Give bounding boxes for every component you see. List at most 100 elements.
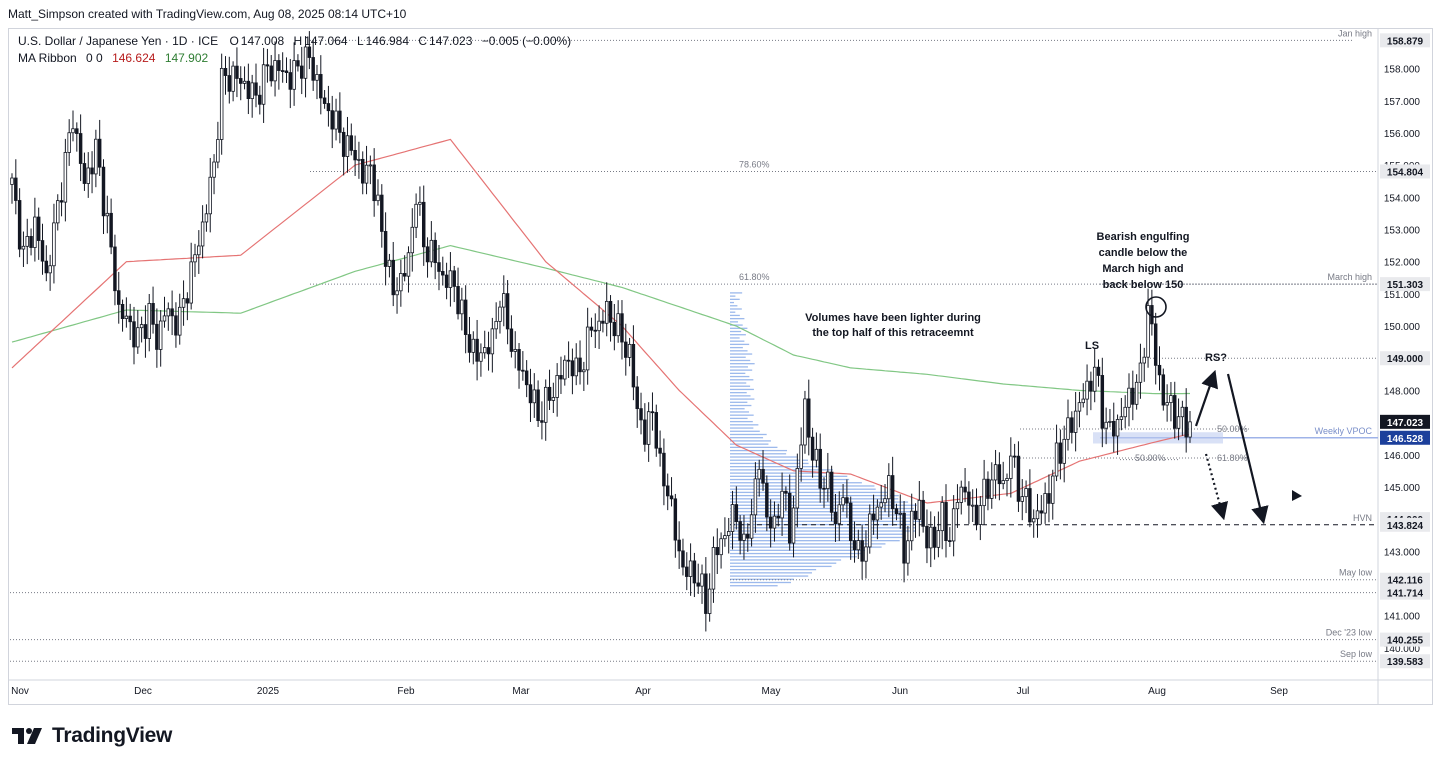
candle-body: [1089, 380, 1093, 392]
candle: [833, 494, 838, 542]
candle: [871, 494, 876, 535]
candle-body: [56, 200, 60, 224]
volume-profile-bar: [730, 511, 921, 513]
volume-profile-bar: [730, 527, 916, 529]
candle-body: [780, 490, 784, 519]
price-badge: 146.528: [1380, 430, 1430, 445]
candle-body: [879, 502, 883, 508]
candle-body: [871, 513, 876, 521]
candle-body: [1009, 455, 1013, 479]
candle-body: [1153, 323, 1158, 366]
candle: [452, 265, 456, 303]
candle-body: [414, 203, 418, 228]
candle: [29, 228, 33, 256]
candle-body: [662, 452, 666, 487]
candle: [646, 402, 651, 462]
candle-body: [197, 245, 201, 256]
candle: [513, 331, 517, 369]
candle: [197, 230, 201, 274]
candle: [1104, 407, 1108, 445]
candle: [612, 304, 617, 351]
candle-body: [380, 194, 384, 232]
candle: [1031, 509, 1036, 538]
candle: [265, 48, 270, 83]
price-tick-label: 158.000: [1384, 65, 1421, 76]
candle-body: [265, 64, 270, 67]
candle-body: [875, 506, 880, 521]
candle-body: [273, 60, 277, 82]
candle-body: [902, 512, 906, 564]
price-badge-bg: [1380, 632, 1430, 647]
time-tick-label: Sep: [1270, 686, 1288, 697]
candle-body: [620, 313, 624, 343]
candle-body: [421, 201, 426, 248]
candle: [296, 54, 300, 72]
candle-body: [993, 464, 998, 481]
candle: [654, 404, 659, 457]
candle: [334, 98, 338, 141]
candle-body: [441, 271, 445, 276]
candle: [719, 532, 723, 569]
candle: [212, 154, 216, 195]
candle-body: [429, 239, 434, 263]
candle: [204, 204, 209, 232]
candle-body: [25, 236, 29, 247]
candle-body: [498, 306, 502, 322]
volume-profile-bar: [730, 359, 751, 362]
candle-body: [524, 370, 529, 386]
candle-body: [730, 504, 735, 532]
candle-body: [296, 60, 300, 67]
candle-body: [105, 212, 110, 217]
price-badge: 151.303: [1380, 277, 1430, 292]
candle-body: [239, 78, 243, 84]
candle: [765, 475, 769, 532]
candle-body: [368, 164, 373, 167]
candle: [1077, 391, 1082, 428]
candle: [120, 299, 125, 332]
candle-body: [1131, 387, 1135, 405]
candle-body: [460, 299, 464, 315]
candle-body: [1066, 417, 1070, 440]
price-level-label: Jan high: [1338, 28, 1372, 38]
candle: [1047, 474, 1051, 523]
candle: [162, 296, 167, 328]
candle: [726, 517, 731, 554]
candle-body: [829, 471, 834, 513]
candle: [879, 485, 883, 520]
candle-body: [978, 505, 983, 525]
volume-profile-bar: [730, 420, 753, 423]
candle-body: [1001, 480, 1005, 485]
candle: [1039, 495, 1044, 525]
candle: [1157, 346, 1162, 391]
candle: [909, 493, 914, 551]
candle-body: [204, 213, 209, 223]
symbol-name[interactable]: U.S. Dollar / Japanese Yen · 1D · ICE: [18, 34, 219, 48]
candle-body: [624, 341, 628, 358]
volume-profile-bar: [730, 549, 867, 551]
candle-body: [723, 535, 727, 540]
volume-profile-bar: [730, 395, 751, 397]
candle: [441, 256, 445, 286]
candle-body: [1104, 421, 1108, 429]
candle: [227, 56, 232, 104]
candle-body: [71, 128, 75, 134]
candle: [14, 159, 18, 215]
brand-logo[interactable]: TradingView: [12, 724, 172, 748]
candle-body: [452, 270, 456, 287]
candle: [502, 275, 506, 327]
price-level-label: March high: [1327, 272, 1372, 282]
candle: [986, 471, 990, 511]
volume-profile-bar: [730, 581, 792, 584]
candle: [906, 525, 910, 576]
candle: [494, 302, 498, 339]
price-badge-label: 149.000: [1387, 354, 1424, 365]
candle-body: [948, 540, 952, 542]
candle: [231, 61, 235, 102]
candle-body: [307, 46, 312, 58]
candle-body: [475, 338, 479, 362]
ma-name[interactable]: MA Ribbon: [18, 51, 77, 65]
candle-body: [490, 328, 495, 355]
candle-body: [334, 110, 338, 130]
candle: [757, 459, 761, 497]
